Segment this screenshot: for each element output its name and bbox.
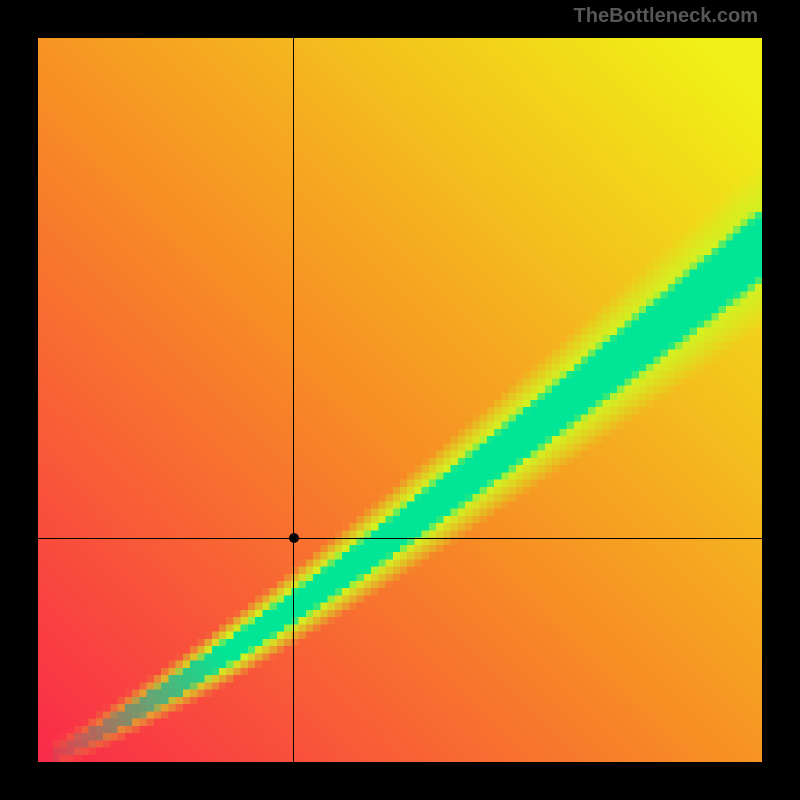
data-point-marker [289, 533, 299, 543]
heatmap-canvas [38, 38, 762, 762]
watermark-text: TheBottleneck.com [574, 5, 758, 28]
chart-container: TheBottleneck.com [0, 0, 800, 800]
crosshair-horizontal [38, 538, 762, 539]
crosshair-vertical [293, 38, 294, 762]
